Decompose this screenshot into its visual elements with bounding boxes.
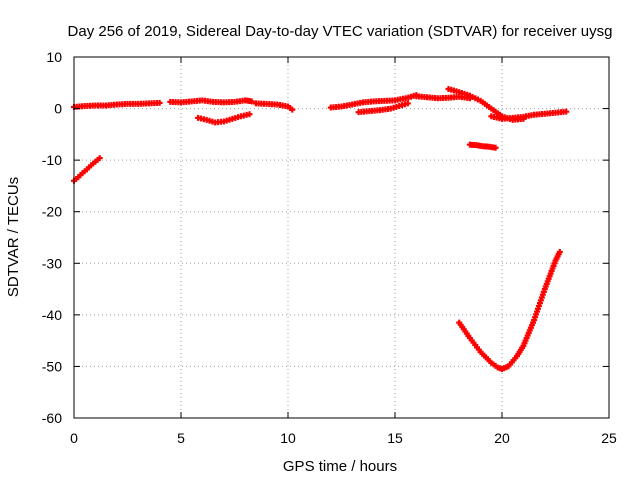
grid-layer [74, 57, 609, 418]
series-seg7 [355, 100, 411, 116]
series-seg12 [456, 248, 563, 373]
series-seg11 [466, 141, 499, 151]
data-layer [71, 85, 570, 373]
data-point [556, 248, 563, 255]
series-seg1 [71, 155, 103, 184]
x-tick-label: 25 [601, 430, 617, 446]
y-tick-label: -20 [42, 204, 62, 220]
x-tick-label: 5 [177, 430, 185, 446]
data-point [404, 100, 411, 107]
series-seg10 [488, 108, 570, 122]
y-tick-label: 0 [54, 101, 62, 117]
plot-frame [73, 56, 610, 419]
x-tick-label: 15 [387, 430, 403, 446]
series-seg8 [413, 93, 473, 102]
x-axis-label: GPS time / hours [283, 458, 397, 475]
x-tick-label: 20 [494, 430, 510, 446]
series-seg5 [195, 111, 253, 126]
data-point [246, 111, 253, 118]
y-tick-label: -40 [42, 307, 62, 323]
series-seg4 [252, 100, 296, 113]
x-tick-label: 10 [280, 430, 296, 446]
series-seg6 [327, 92, 420, 111]
data-point [248, 98, 255, 105]
series-seg3 [167, 97, 255, 106]
data-point [289, 106, 296, 113]
data-point [96, 155, 103, 162]
chart-title: Day 256 of 2019, Sidereal Day-to-day VTE… [68, 23, 613, 40]
data-point [492, 144, 499, 151]
data-point [156, 99, 163, 106]
y-tick-label: -30 [42, 255, 62, 271]
y-tick-label: -50 [42, 358, 62, 374]
y-tick-label: 10 [46, 49, 62, 65]
y-axis-label: SDTVAR / TECUs [5, 177, 22, 297]
x-tick-label: 0 [70, 430, 78, 446]
y-tick-label: -60 [42, 410, 62, 426]
series-seg2 [71, 99, 163, 111]
tick-layer: 0 5 10 15 20 25 10 0 -10 -20 -30 -40 -50 -60 [42, 49, 617, 446]
y-tick-label: -10 [42, 152, 62, 168]
data-point [563, 108, 570, 115]
